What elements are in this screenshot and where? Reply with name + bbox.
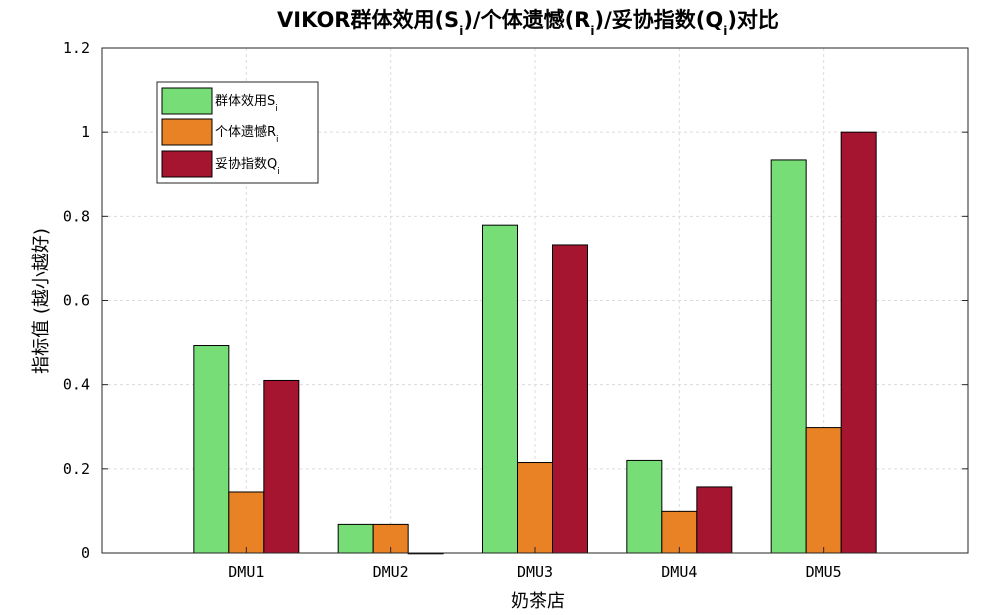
bar <box>263 379 300 554</box>
title-sub-1: i <box>459 24 463 38</box>
chart-title: VIKOR群体效用(Si)/个体遗憾(Ri)/妥协指数(Qi)对比 <box>277 8 779 38</box>
y-tick-label: 1 <box>81 123 90 141</box>
x-tick-label: DMU2 <box>373 563 409 581</box>
y-axis-label: 指标值 (越小越好) <box>31 228 52 374</box>
title-part-3: )/妥协指数(Q <box>594 8 723 32</box>
legend-sub-r: i <box>276 135 279 145</box>
bar <box>770 159 807 554</box>
bar <box>661 510 698 554</box>
title-sub-3: i <box>723 24 727 38</box>
legend-label-q: 妥协指数Qi <box>215 157 280 177</box>
y-tick-label: 0.6 <box>63 292 90 310</box>
bar <box>193 345 230 554</box>
bar <box>482 224 518 554</box>
title-sub-2: i <box>590 24 594 38</box>
legend-sub-q: i <box>277 167 280 177</box>
x-tick-label: DMU1 <box>228 563 264 581</box>
bar <box>552 244 588 554</box>
bar <box>805 427 842 554</box>
legend-label-s: 群体效用Si <box>215 94 278 114</box>
title-part-1: VIKOR群体效用(S <box>277 8 459 32</box>
y-tick-label: 0 <box>81 544 90 562</box>
bar <box>337 523 374 554</box>
legend-text-r: 个体遗憾R <box>215 125 276 140</box>
legend-sub-s: i <box>275 104 278 114</box>
legend-item-r: 个体遗憾Ri <box>161 118 279 146</box>
bar <box>517 462 553 554</box>
bar <box>696 486 733 554</box>
y-tick-label: 0.8 <box>63 207 90 225</box>
legend-swatch-r <box>161 118 213 146</box>
x-tick-label: DMU5 <box>806 563 842 581</box>
y-tick-label: 0.4 <box>63 376 90 394</box>
legend-text-s: 群体效用S <box>215 94 275 109</box>
legend-swatch-s <box>161 87 213 115</box>
legend-item-s: 群体效用Si <box>161 87 278 115</box>
x-tick-label: DMU3 <box>517 563 553 581</box>
y-tick-label: 1.2 <box>63 39 90 57</box>
title-part-2: )/个体遗憾(R <box>463 8 590 32</box>
legend-swatch-q <box>161 150 213 178</box>
bar <box>840 131 877 554</box>
legend-item-q: 妥协指数Qi <box>161 150 280 178</box>
legend-label-r: 个体遗憾Ri <box>215 125 279 145</box>
x-axis-label: 奶茶店 <box>511 591 565 612</box>
x-tick-label: DMU4 <box>661 563 697 581</box>
bar <box>228 491 265 554</box>
title-part-4: )对比 <box>727 8 779 32</box>
y-tick-label: 0.2 <box>63 460 90 478</box>
bar <box>626 459 663 554</box>
legend: 群体效用Si 个体遗憾Ri 妥协指数Qi <box>156 81 319 184</box>
legend-text-q: 妥协指数Q <box>215 157 277 172</box>
